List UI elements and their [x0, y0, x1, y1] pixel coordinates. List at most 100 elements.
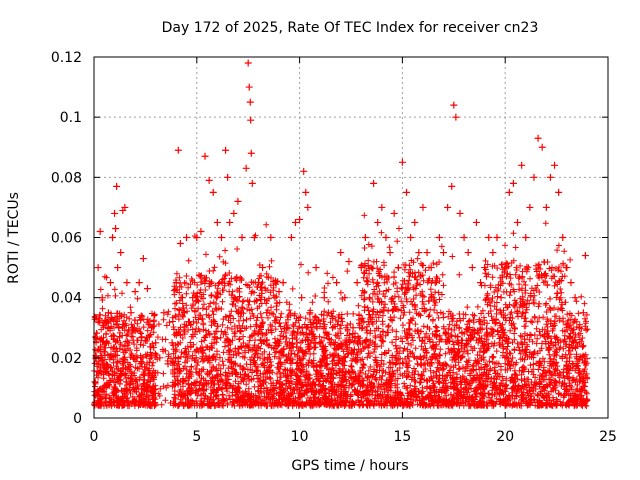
data-point	[435, 234, 443, 241]
data-point	[248, 179, 256, 187]
data-point	[378, 203, 386, 211]
data-point	[114, 264, 122, 272]
data-point	[244, 59, 252, 67]
data-point	[209, 188, 217, 196]
data-point	[205, 176, 213, 184]
data-point	[357, 264, 365, 272]
data-point	[411, 218, 419, 226]
data-point	[386, 249, 394, 257]
chart-title: Day 172 of 2025, Rate Of TEC Index for r…	[162, 20, 539, 36]
data-point	[575, 324, 583, 332]
data-point	[100, 384, 108, 392]
data-point	[581, 252, 589, 260]
data-point	[96, 227, 104, 235]
x-tick-label: 10	[291, 429, 309, 445]
data-point	[183, 234, 191, 241]
data-point	[93, 360, 101, 368]
data-point	[148, 324, 156, 332]
data-point	[555, 188, 563, 196]
data-point	[287, 234, 295, 241]
data-point	[316, 339, 324, 347]
dense-point-cloud	[91, 212, 591, 409]
data-point	[291, 218, 299, 226]
data-point	[526, 203, 534, 211]
data-point	[345, 258, 353, 266]
data-point	[121, 203, 129, 211]
data-point	[304, 203, 312, 211]
data-point	[382, 234, 390, 241]
data-point	[139, 255, 147, 263]
data-point	[156, 354, 164, 362]
x-tick-label: 15	[393, 429, 411, 445]
data-point	[477, 279, 485, 287]
data-point	[201, 152, 209, 160]
data-point	[168, 339, 176, 347]
data-point	[398, 158, 406, 166]
data-point	[419, 203, 427, 211]
data-point	[489, 249, 497, 257]
data-point	[131, 288, 139, 296]
data-point	[468, 264, 476, 272]
data-point	[308, 324, 316, 332]
data-point	[164, 360, 172, 368]
data-point	[125, 339, 133, 347]
data-point	[538, 143, 546, 151]
data-point	[172, 279, 180, 287]
data-point	[534, 134, 542, 142]
y-tick-label: 0.02	[51, 351, 82, 367]
data-point	[514, 218, 522, 226]
data-point	[452, 113, 460, 121]
data-point	[415, 249, 423, 257]
data-point	[427, 264, 435, 272]
y-axis-label: ROTI / TECUs	[6, 192, 22, 284]
data-point	[174, 146, 182, 154]
data-point	[113, 182, 121, 190]
x-tick-label: 20	[496, 429, 514, 445]
data-point	[320, 294, 328, 302]
data-point	[267, 234, 275, 241]
data-point	[485, 234, 493, 241]
data-point	[298, 294, 306, 302]
data-point	[456, 209, 464, 217]
data-point	[559, 234, 567, 241]
data-point	[464, 249, 472, 257]
data-point	[423, 249, 431, 257]
data-point	[361, 234, 369, 241]
data-point	[501, 264, 509, 272]
data-point	[224, 173, 232, 181]
data-point	[353, 279, 361, 287]
data-point	[440, 249, 448, 257]
data-point	[185, 318, 193, 326]
y-tick-label: 0	[73, 411, 82, 427]
data-point	[152, 339, 160, 347]
data-point	[222, 146, 230, 154]
x-tick-label: 0	[90, 429, 99, 445]
data-point	[296, 215, 304, 223]
data-point	[551, 161, 559, 169]
data-point	[197, 227, 205, 235]
data-point	[444, 203, 452, 211]
data-point	[217, 234, 225, 241]
data-point	[193, 234, 201, 241]
x-tick-label: 5	[192, 429, 201, 445]
data-point	[324, 309, 332, 317]
data-points	[91, 59, 591, 409]
data-point	[349, 324, 357, 332]
data-point	[522, 234, 530, 241]
data-point	[180, 309, 188, 317]
data-point	[337, 249, 345, 257]
data-point	[135, 279, 143, 287]
data-point	[178, 294, 186, 302]
y-tick-label: 0.08	[51, 170, 82, 186]
data-point	[312, 264, 320, 272]
data-point	[460, 234, 468, 241]
data-point	[115, 324, 123, 332]
data-point	[450, 101, 458, 109]
data-point	[497, 294, 505, 302]
data-point	[546, 173, 554, 181]
data-point	[143, 285, 151, 293]
data-point	[509, 179, 517, 187]
data-point	[242, 164, 250, 172]
data-point	[91, 378, 99, 386]
